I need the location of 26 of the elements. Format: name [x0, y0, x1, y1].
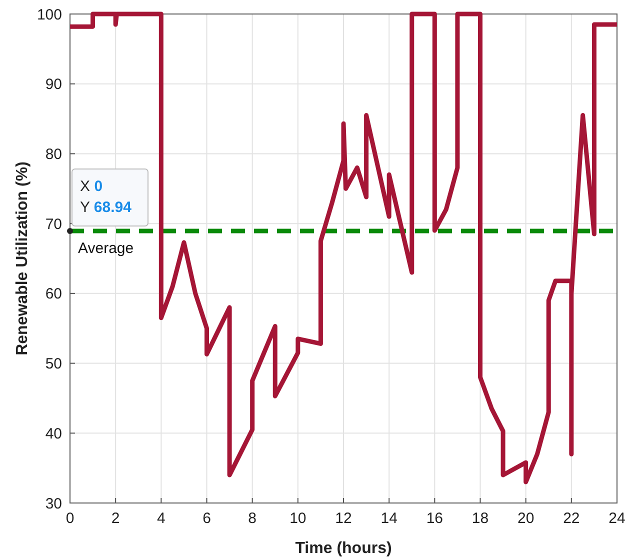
x-tick-label: 4: [156, 510, 166, 527]
y-tick-label: 80: [45, 146, 62, 163]
y-tick-label: 40: [45, 425, 62, 442]
annotation: X 0 Y 68.94: [80, 178, 132, 216]
y-tick-label: 90: [45, 76, 62, 94]
y-axis-title: Renewable Utilization (%): [14, 162, 31, 356]
x-tick-label: 14: [380, 510, 398, 527]
x-tick-label: 18: [472, 510, 489, 527]
y-tick-label: 100: [36, 6, 62, 24]
x-tick-label: 20: [517, 510, 534, 527]
x-axis-title: Time (hours): [295, 540, 392, 557]
ref-line-label: Average: [78, 240, 134, 257]
x-tick-label: 10: [290, 510, 306, 527]
x-tick-label: 22: [563, 510, 580, 527]
x-tick-label: 6: [202, 510, 211, 527]
y-tick-label: 70: [45, 216, 62, 233]
y-tick-label: 50: [45, 356, 62, 373]
x-tick-label: 24: [608, 510, 626, 527]
x-tick-label: 0: [66, 510, 74, 527]
y-tick-label: 30: [45, 495, 62, 512]
y-tick-label: 60: [45, 286, 62, 303]
x-tick-label: 8: [248, 510, 257, 527]
line-series: [68, 12, 620, 484]
x-tick-label: 12: [335, 510, 352, 527]
x-tick-label: 16: [426, 510, 444, 527]
x-tick-label: 2: [111, 510, 120, 527]
